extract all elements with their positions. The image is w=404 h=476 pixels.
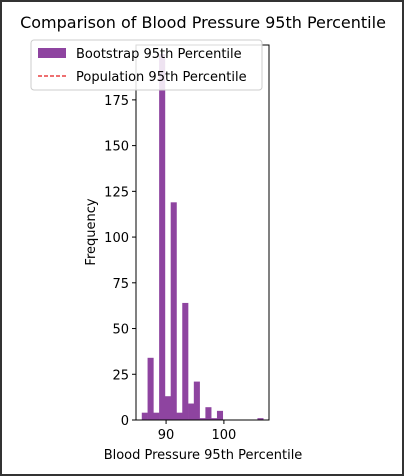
legend-label-population: Population 95th Percentile	[76, 70, 247, 85]
histogram-bar	[147, 357, 154, 420]
y-tick-label: 0	[121, 414, 129, 429]
chart-title: Comparison of Blood Pressure 95th Percen…	[20, 13, 386, 32]
histogram-bar	[205, 407, 212, 420]
histogram-bar	[141, 412, 148, 420]
y-axis-ticks: 0 25 50 75 100 125 150 175	[104, 94, 136, 429]
y-tick-label: 50	[112, 323, 129, 338]
plot-area	[136, 45, 269, 420]
legend: Bootstrap 95th Percentile Population 95t…	[30, 39, 263, 91]
histogram-bar	[170, 202, 177, 420]
x-tick-label: 90	[158, 428, 175, 443]
histogram-bar	[182, 302, 189, 420]
y-tick-label: 150	[104, 140, 129, 155]
histogram-bars	[141, 54, 264, 421]
x-tick-label: 100	[211, 428, 236, 443]
y-tick-label: 125	[104, 185, 129, 200]
x-axis-ticks: 90 100	[158, 420, 236, 443]
y-tick-label: 25	[112, 368, 129, 383]
histogram-bar	[164, 396, 171, 420]
histogram-bar	[199, 418, 206, 420]
histogram-bar	[216, 410, 224, 420]
histogram-bar	[257, 418, 264, 420]
legend-swatch-bootstrap	[38, 48, 66, 58]
y-tick-label: 75	[112, 277, 129, 292]
histogram-bar	[159, 54, 166, 421]
legend-box	[30, 39, 263, 91]
histogram-bar	[193, 381, 200, 420]
histogram-bar	[211, 418, 218, 420]
y-axis-label: Frequency	[84, 198, 99, 265]
histogram-bar	[176, 412, 183, 420]
legend-label-bootstrap: Bootstrap 95th Percentile	[76, 47, 242, 62]
y-tick-label: 100	[104, 231, 129, 246]
y-tick-label: 175	[104, 94, 129, 109]
histogram-bar	[188, 403, 195, 420]
x-axis-label: Blood Pressure 95th Percentile	[104, 448, 303, 463]
histogram-bar	[153, 412, 160, 420]
